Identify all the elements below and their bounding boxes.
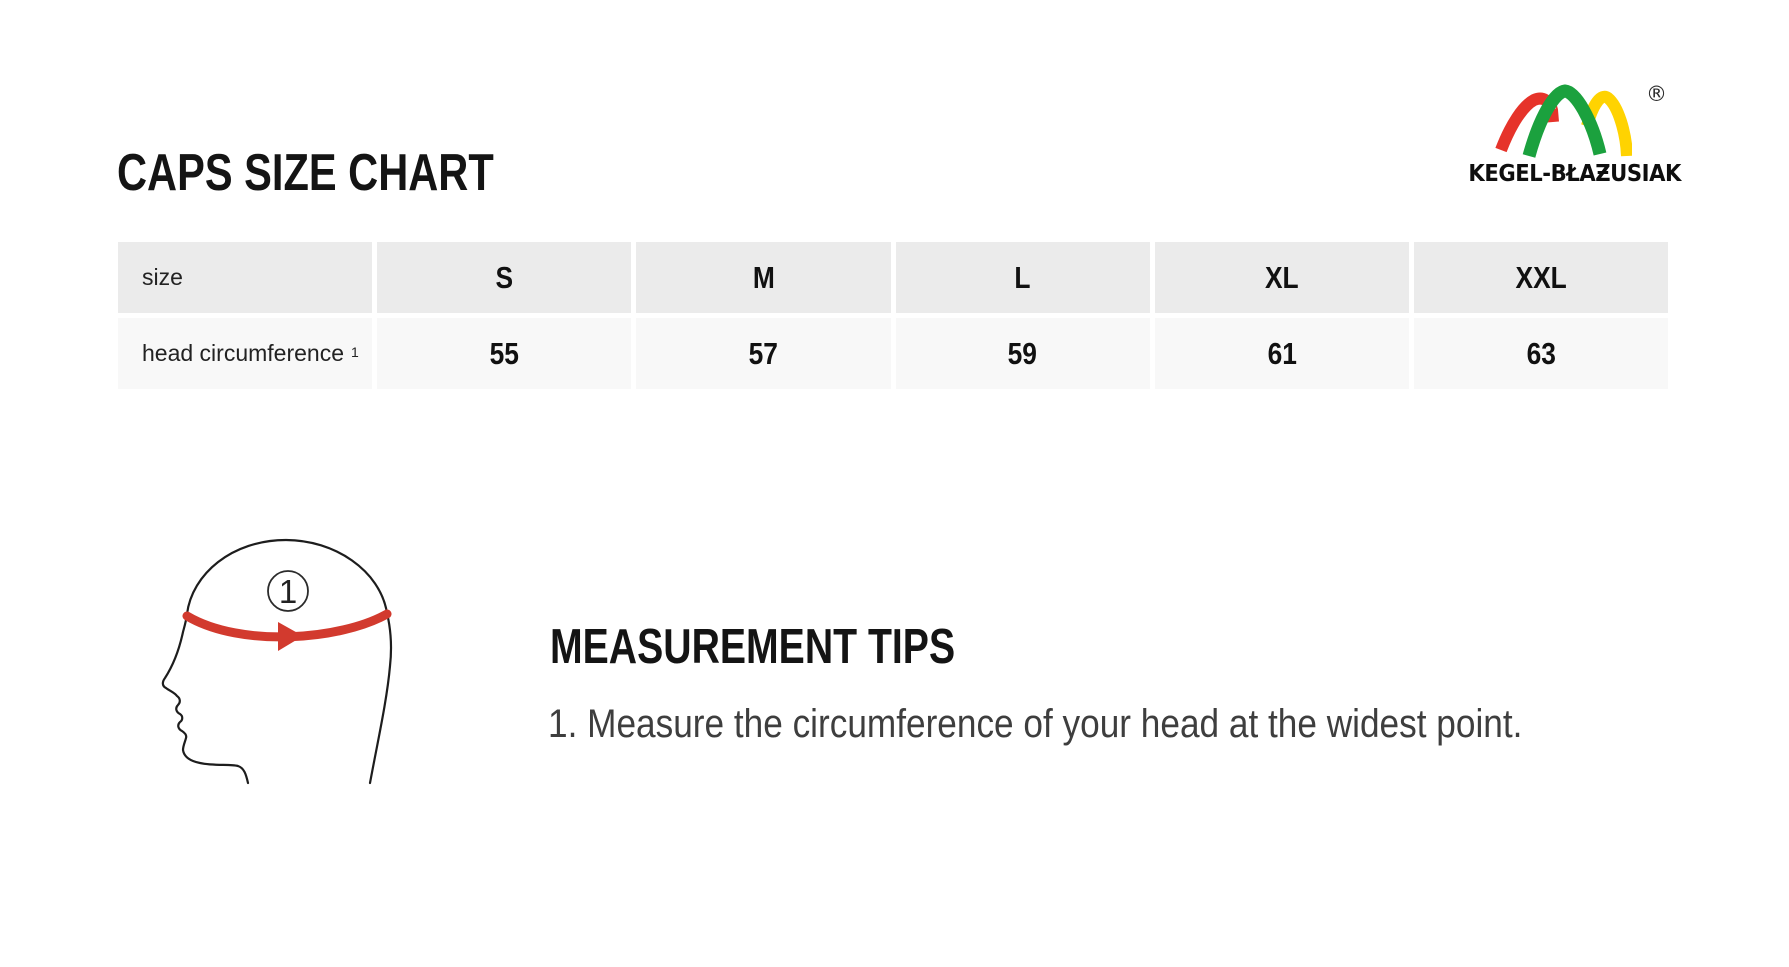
head-measurement-figure: 1 [161, 538, 393, 785]
brand-logo: ® KEGEL-BŁAƵUSIAK [1460, 72, 1681, 194]
value-cell-m: 57 [636, 318, 891, 389]
tip-item-1: 1. Measure the circumference of your hea… [548, 702, 1523, 746]
size-header-label: size [142, 264, 183, 290]
size-header-cell: size [118, 242, 373, 313]
value-cell-s: 55 [377, 318, 632, 389]
registered-trademark-icon: ® [1646, 82, 1667, 106]
row-label-cell: head circumference 1 [118, 318, 373, 389]
column-header-m: M [636, 242, 891, 313]
column-header-s: S [377, 242, 632, 313]
logo-green-peak [1522, 84, 1607, 158]
value-cell-xl: 61 [1154, 318, 1409, 389]
row-label: head circumference [142, 340, 344, 366]
tips-heading: MEASUREMENT TIPS [550, 619, 956, 674]
logo-yellow-peak [1581, 90, 1632, 157]
footnote-marker: 1 [351, 343, 359, 360]
head-outline [161, 538, 393, 785]
callout-number: 1 [279, 573, 297, 610]
size-chart-table: size S M L XL XXL head circumference 1 5… [118, 242, 1668, 389]
column-header-l: L [895, 242, 1150, 313]
page-title: CAPS SIZE CHART [117, 143, 494, 202]
value-cell-xxl: 63 [1413, 318, 1668, 389]
callout-circle [267, 570, 309, 612]
brand-mountains-icon [1495, 84, 1632, 158]
value-cell-l: 59 [895, 318, 1150, 389]
brand-name: KEGEL-BŁAƵUSIAK [1468, 161, 1681, 187]
column-header-xl: XL [1154, 242, 1409, 313]
column-header-xxl: XXL [1413, 242, 1668, 313]
band-arrow-icon [278, 622, 303, 651]
